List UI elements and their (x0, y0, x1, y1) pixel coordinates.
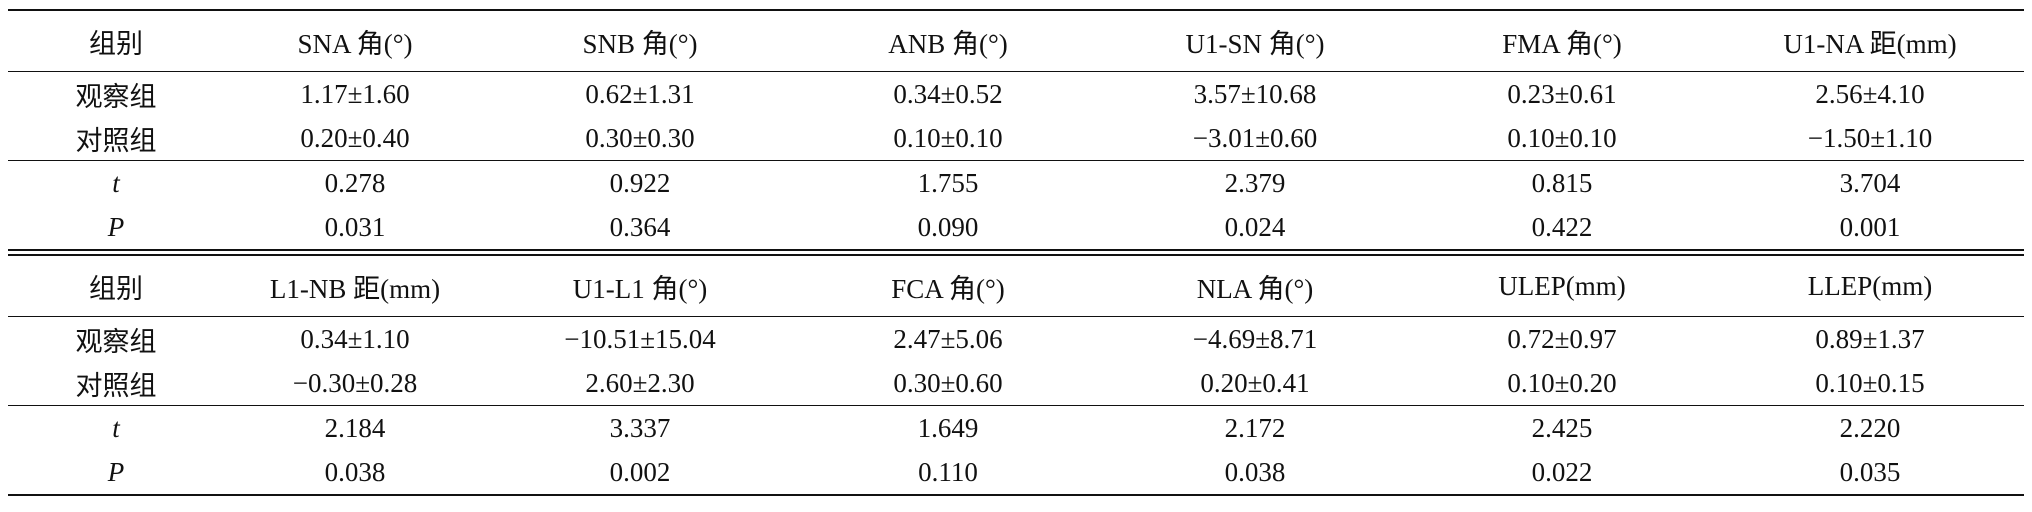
data-cell: 0.278 (324, 167, 386, 198)
data-cell: −4.69±8.71 (1192, 323, 1318, 354)
data-cell: 0.10±0.10 (893, 122, 1003, 153)
data-cell: 0.89±1.37 (1815, 323, 1925, 354)
header-cell: L1-NB 距(mm) (269, 273, 441, 304)
header-cell: NLA 角(°) (1196, 273, 1314, 304)
data-cell: 1.649 (917, 412, 979, 443)
data-cell: 0.34±1.10 (300, 323, 410, 354)
data-cell: 2.172 (1224, 412, 1286, 443)
data-cell: 0.10±0.10 (1507, 122, 1617, 153)
row-label: 对照组 (75, 370, 157, 401)
row-label: 对照组 (75, 125, 157, 156)
header-cell: SNA 角(°) (297, 28, 413, 59)
data-row: t 0.278 0.922 1.755 2.379 0.815 3.704 (8, 161, 2024, 206)
data-cell: 0.038 (1224, 456, 1286, 487)
data-cell: 0.022 (1531, 456, 1593, 487)
data-cell: −1.50±1.10 (1807, 122, 1933, 153)
data-cell: 0.090 (917, 211, 979, 242)
header-cell: LLEP(mm) (1807, 270, 1933, 301)
data-cell: 2.184 (324, 412, 386, 443)
row-label: 观察组 (75, 326, 157, 357)
data-cell: 0.10±0.20 (1507, 367, 1617, 398)
row-label: 观察组 (75, 81, 157, 112)
data-cell: 2.425 (1531, 412, 1593, 443)
data-cell: 2.60±2.30 (585, 367, 695, 398)
data-cell: 0.62±1.31 (585, 78, 695, 109)
header-cell: ULEP(mm) (1498, 270, 1626, 301)
row-label: P (107, 456, 125, 487)
data-row: P 0.038 0.002 0.110 0.038 0.022 0.035 (8, 450, 2024, 495)
data-cell: 1.755 (917, 167, 979, 198)
data-row: 观察组 1.17±1.60 0.62±1.31 0.34±0.52 3.57±10.68… (8, 72, 2024, 117)
data-cell: 0.035 (1839, 456, 1901, 487)
data-cell: 0.364 (609, 211, 671, 242)
data-row: P 0.031 0.364 0.090 0.024 0.422 0.001 (8, 205, 2024, 250)
data-cell: 1.17±1.60 (300, 78, 410, 109)
header-cell: U1-L1 角(°) (572, 273, 708, 304)
data-cell: 0.30±0.60 (893, 367, 1003, 398)
data-cell: 0.23±0.61 (1507, 78, 1617, 109)
header-row: 组别 L1-NB 距(mm) U1-L1 角(°) FCA 角(°) NLA 角(°) U… (8, 255, 2024, 317)
data-cell: 0.024 (1224, 211, 1286, 242)
row-label: P (107, 211, 125, 242)
data-cell: 0.922 (609, 167, 671, 198)
header-cell: 组别 (89, 273, 143, 304)
data-cell: 3.337 (609, 412, 671, 443)
data-cell: 2.379 (1224, 167, 1286, 198)
header-cell: FMA 角(°) (1502, 28, 1622, 59)
data-cell: 0.001 (1839, 211, 1901, 242)
data-cell: 0.038 (324, 456, 386, 487)
data-row: 对照组 −0.30±0.28 2.60±2.30 0.30±0.60 0.20±0.41… (8, 361, 2024, 406)
table-section: 组别 L1-NB 距(mm) U1-L1 角(°) FCA 角(°) NLA 角(°) U… (8, 254, 2024, 496)
data-cell: 0.815 (1531, 167, 1593, 198)
data-cell: 0.422 (1531, 211, 1593, 242)
data-cell: 0.20±0.41 (1200, 367, 1310, 398)
data-row: t 2.184 3.337 1.649 2.172 2.425 2.220 (8, 406, 2024, 451)
header-row: 组别 SNA 角(°) SNB 角(°) ANB 角(°) U1-SN 角(°) FMA … (8, 10, 2024, 72)
data-row: 观察组 0.34±1.10 −10.51±15.04 2.47±5.06 −4.69±8… (8, 317, 2024, 362)
header-cell: SNB 角(°) (582, 28, 698, 59)
data-cell: 2.220 (1839, 412, 1901, 443)
data-cell: 2.47±5.06 (893, 323, 1003, 354)
data-cell: 0.110 (918, 456, 978, 487)
row-label: t (112, 167, 120, 198)
header-cell: FCA 角(°) (891, 273, 1005, 304)
header-cell: ANB 角(°) (888, 28, 1008, 59)
header-cell: 组别 (89, 28, 143, 59)
data-cell: 3.57±10.68 (1193, 78, 1317, 109)
row-label: t (112, 412, 120, 443)
data-cell: 0.031 (324, 211, 386, 242)
data-cell: −0.30±0.28 (292, 367, 418, 398)
data-cell: 0.20±0.40 (300, 122, 410, 153)
table-section: 组别 SNA 角(°) SNB 角(°) ANB 角(°) U1-SN 角(°) FMA … (8, 9, 2024, 251)
header-cell: U1-NA 距(mm) (1783, 28, 1957, 59)
header-cell: U1-SN 角(°) (1185, 28, 1325, 59)
data-cell: 0.002 (609, 456, 671, 487)
data-cell: −3.01±0.60 (1192, 122, 1318, 153)
data-cell: 0.34±0.52 (893, 78, 1003, 109)
data-cell: 0.10±0.15 (1815, 367, 1925, 398)
data-cell: 3.704 (1839, 167, 1901, 198)
table-container: 组别 SNA 角(°) SNB 角(°) ANB 角(°) U1-SN 角(°) FMA … (8, 9, 2024, 496)
data-cell: 0.30±0.30 (585, 122, 695, 153)
data-cell: 2.56±4.10 (1815, 78, 1925, 109)
data-cell: −10.51±15.04 (564, 323, 716, 354)
data-row: 对照组 0.20±0.40 0.30±0.30 0.10±0.10 −3.01±0.60… (8, 116, 2024, 161)
data-cell: 0.72±0.97 (1507, 323, 1617, 354)
